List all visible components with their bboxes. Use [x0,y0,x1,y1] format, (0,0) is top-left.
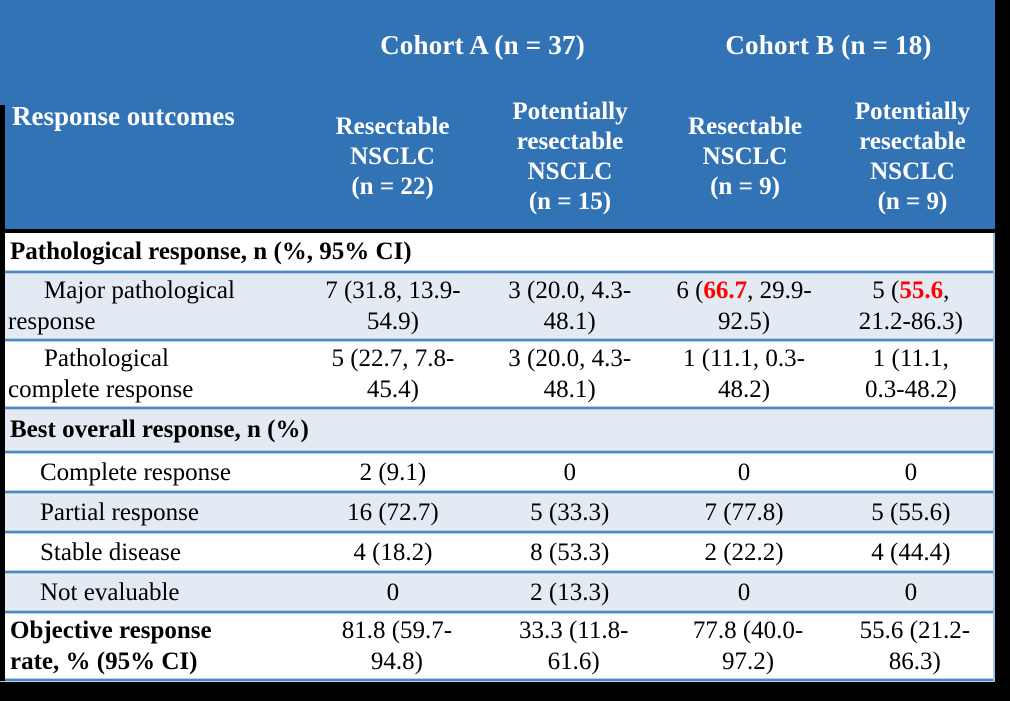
row-separator [2,270,993,274]
value-text: 6 ( [676,277,704,304]
cohort-b-header: Cohort B (n = 18) [725,30,932,60]
value-cell: 7 (31.8, 13.9- 54.9) [325,277,461,335]
value-cell: 0 [563,458,576,486]
row-separator [2,570,993,574]
value-cell: 0 [737,578,751,606]
section-label: Best overall response, n (%) [10,416,309,443]
row-separator [2,610,993,614]
value-cell: 5 (55.6) [871,498,951,526]
value-cell: 0 [904,578,918,606]
value-text: 5 ( [872,277,900,304]
value-text: , 29.9- 92.5) [717,277,812,335]
value-cell: 4 (44.4) [871,538,951,566]
value-cell: 81.8 (59.7- 94.8) [341,617,453,675]
row-separator [2,338,993,342]
row-pathological-complete-response: Pathological complete response 5 (22.7, … [2,342,993,406]
value-cell: 2 (13.3) [530,578,610,606]
value-cell: 8 (53.3) [530,538,610,566]
row-major-pathological-response: Major pathological response 7 (31.8, 13.… [2,274,993,338]
row-label: Not evaluable [40,578,180,606]
value-cell: 5 (22.7, 7.8- 45.4) [331,345,455,403]
row-partial-response: Partial response 16 (72.7) 5 (33.3) 7 (7… [2,494,993,530]
value-cell: 1 (11.1, 0.3- 48.2) [683,345,805,403]
col-header-resectable-a: Resectable NSCLC (n = 22) [335,112,450,200]
value-cell: 5 (55.6, 21.2-86.3) [829,274,993,338]
col-header-potentially-resectable-b: Potentially resectable NSCLC (n = 9) [854,97,971,215]
response-outcomes-header: Response outcomes [12,101,235,131]
row-label: Major pathological response [8,277,235,335]
table-header: Cohort A (n = 37) Cohort B (n = 18) Resp… [0,0,995,229]
value-cell: 3 (20.0, 4.3- 48.1) [508,345,632,403]
row-stable-disease: Stable disease 4 (18.2) 8 (53.3) 2 (22.2… [2,534,993,570]
row-label: Partial response [40,498,199,526]
row-label: Objective response rate, % (95% CI) [10,617,212,675]
value-cell: 5 (33.3) [530,498,610,526]
value-cell: 0 [904,458,918,486]
col-header-resectable-b: Resectable NSCLC (n = 9) [688,112,802,200]
section-row-best-overall-response: Best overall response, n (%) [2,410,993,450]
value-cell: 0 [386,578,400,606]
column-header-spacer [0,84,305,229]
response-outcomes-table: Cohort A (n = 37) Cohort B (n = 18) Resp… [0,0,995,682]
row-complete-response: Complete response 2 (9.1) 0 0 0 [2,454,993,490]
value-cell: 4 (18.2) [353,538,433,566]
highlighted-value: 66.7 [703,277,748,304]
left-black-edge [0,105,5,681]
header-body-divider [0,229,995,233]
value-cell: 7 (77.8) [704,498,784,526]
section-label: Pathological response, n (%, 95% CI) [10,237,412,265]
col-header-potentially-resectable-a: Potentially resectable NSCLC (n = 15) [512,97,628,215]
section-row-pathological-response: Pathological response, n (%, 95% CI) [2,233,993,270]
value-cell: 0 [737,458,751,486]
row-label: Complete response [40,458,231,486]
value-cell: 2 (22.2) [704,538,784,566]
value-cell: 1 (11.1, 0.3-48.2) [865,345,957,403]
value-cell: 6 (66.7, 29.9- 92.5) [659,274,828,338]
column-headers: Resectable NSCLC (n = 22) Potentially re… [0,84,995,229]
row-separator [2,450,993,454]
row-label: Stable disease [40,538,181,566]
value-cell: 77.8 (40.0- 97.2) [692,617,804,675]
value-cell: 55.6 (21.2- 86.3) [859,617,971,675]
row-separator [2,490,993,494]
value-cell: 16 (72.7) [347,498,439,526]
row-separator [2,530,993,534]
row-not-evaluable: Not evaluable 0 2 (13.3) 0 0 [2,574,993,610]
row-separator [2,406,993,410]
row-objective-response-rate: Objective response rate, % (95% CI) 81.8… [2,614,993,678]
cohort-a-header: Cohort A (n = 37) [380,30,585,60]
value-cell: 2 (9.1) [359,458,427,486]
value-text: , 21.2-86.3) [858,277,963,335]
highlighted-value: 55.6 [899,277,944,304]
table-bottom-border [2,678,993,682]
value-cell: 3 (20.0, 4.3- 48.1) [508,277,632,335]
table-body: Pathological response, n (%, 95% CI) Maj… [0,233,995,682]
row-label: Pathological complete response [8,345,194,403]
value-cell: 33.3 (11.8- 61.6) [518,617,629,675]
